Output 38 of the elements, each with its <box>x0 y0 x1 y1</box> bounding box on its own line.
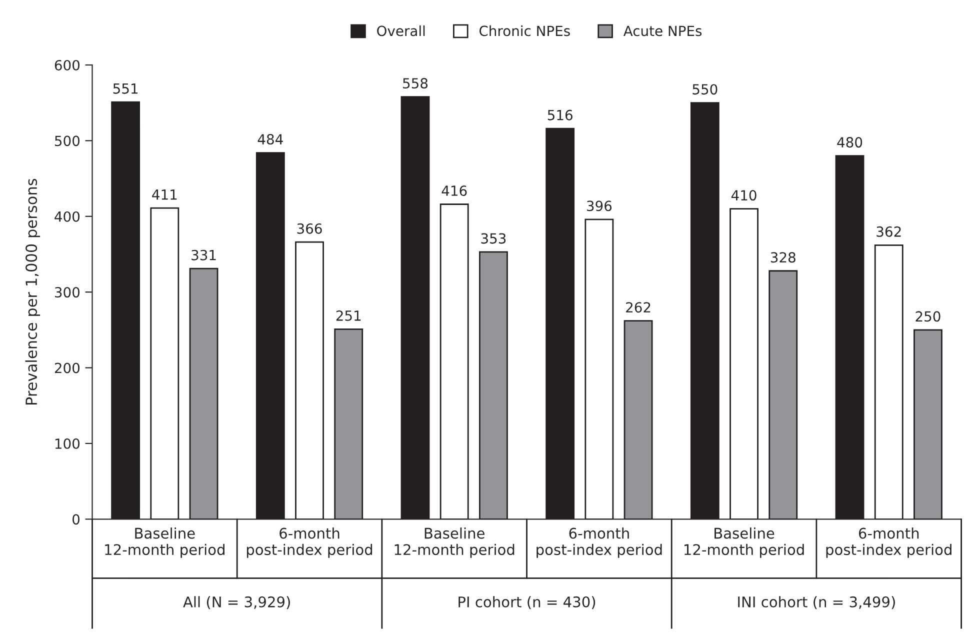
y-axis-title: Prevalence per 1,000 persons <box>25 178 40 404</box>
y-tick-label: 200 <box>54 362 80 374</box>
y-tick-label: 400 <box>54 211 80 222</box>
data-label: 366 <box>297 223 322 234</box>
legend-label: Overall <box>377 25 425 36</box>
x-tick-label: 6-month post-index period <box>826 527 952 558</box>
text: PI cohort (n = 430) <box>458 596 596 610</box>
data-label: 250 <box>916 311 940 322</box>
x-tick-label: Baseline 12-month period <box>105 527 224 558</box>
x-tick-label: 6-month post-index period <box>536 527 662 558</box>
data-label: 558 <box>403 78 428 89</box>
x-tick-label: Baseline 12-month period <box>684 527 804 558</box>
data-label: 411 <box>152 189 177 200</box>
data-label: 484 <box>258 134 283 145</box>
y-tick-label: 0 <box>72 514 80 525</box>
data-label: 362 <box>876 226 901 237</box>
data-label: 480 <box>837 137 862 148</box>
y-tick-label: 300 <box>54 287 80 298</box>
x-tick-label: Baseline 12-month period <box>394 527 514 558</box>
data-label: 410 <box>731 190 756 201</box>
y-tick-label: 100 <box>55 438 80 449</box>
data-label: 550 <box>692 84 718 95</box>
data-label: 416 <box>442 186 467 196</box>
data-label: 353 <box>481 233 506 244</box>
text: INI cohort (n = 3,499) <box>738 596 895 610</box>
text: All (N = 3,929) <box>183 596 290 610</box>
data-label: 396 <box>586 200 612 212</box>
data-label: 331 <box>192 250 216 260</box>
data-label: 551 <box>113 83 138 94</box>
legend-label: Chronic NPEs <box>479 25 570 36</box>
data-label: 262 <box>626 302 650 313</box>
y-tick-label: 500 <box>55 136 80 146</box>
data-label: 516 <box>548 110 572 120</box>
legend-label: Acute NPEs <box>623 26 702 36</box>
x-tick-label: 6-month post-index period <box>246 527 372 558</box>
data-label: 251 <box>336 310 361 321</box>
data-label: 328 <box>770 252 796 263</box>
y-tick-label: 600 <box>54 60 80 70</box>
